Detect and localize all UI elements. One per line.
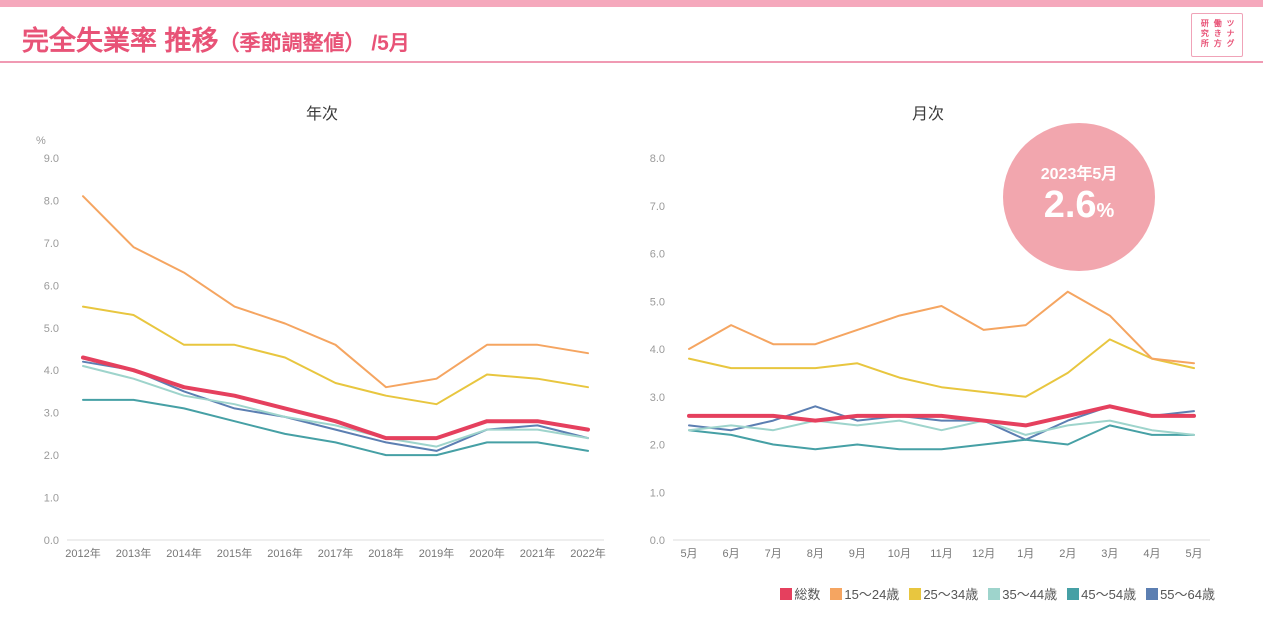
svg-text:12月: 12月 — [972, 548, 995, 560]
svg-text:6月: 6月 — [723, 548, 740, 560]
badge-value: 2.6% — [1003, 184, 1155, 228]
svg-text:8.0: 8.0 — [44, 195, 59, 207]
legend-label: 25〜34歳 — [923, 587, 979, 602]
legend-swatch — [830, 587, 843, 600]
annual-chart-svg: % 0.0 1.0 2.0 3.0 4.0 5.0 6.0 7.0 8.0 9.0 2012年 2013… — [36, 135, 606, 560]
svg-text:1月: 1月 — [1017, 548, 1034, 560]
svg-text:6.0: 6.0 — [44, 280, 59, 292]
svg-text:5.0: 5.0 — [44, 323, 59, 335]
svg-text:6.0: 6.0 — [650, 249, 665, 261]
legend-label: 15〜24歳 — [844, 587, 900, 602]
svg-text:3.0: 3.0 — [44, 408, 59, 420]
svg-text:2021年: 2021年 — [520, 546, 555, 560]
legend-swatch — [909, 587, 922, 600]
svg-text:8月: 8月 — [807, 548, 824, 560]
svg-text:3月: 3月 — [1101, 548, 1118, 560]
svg-text:8.0: 8.0 — [650, 153, 665, 165]
svg-text:3.0: 3.0 — [650, 392, 665, 404]
svg-text:7月: 7月 — [765, 548, 782, 560]
badge-date: 2023年5月 — [1040, 166, 1118, 183]
legend-item: 55〜64歳 — [1146, 584, 1215, 603]
svg-text:11月: 11月 — [930, 548, 952, 560]
svg-text:10月: 10月 — [888, 548, 911, 560]
legend-swatch — [1067, 587, 1080, 600]
svg-text:9月: 9月 — [849, 548, 866, 560]
legend-item: 15〜24歳 — [830, 584, 899, 603]
page-title-main: 完全失業率 推移 — [22, 26, 219, 56]
svg-text:2020年: 2020年 — [469, 546, 504, 560]
monthly-chart-svg: 0.0 1.0 2.0 3.0 4.0 5.0 6.0 7.0 8.0 5月 6月 7月 8月 9月 10月… — [650, 153, 1210, 560]
annual-chart-title: 年次 — [305, 106, 338, 123]
svg-text:2015年: 2015年 — [217, 546, 252, 560]
svg-text:2016年: 2016年 — [267, 546, 302, 560]
legend-swatch — [780, 587, 793, 600]
svg-text:2017年: 2017年 — [318, 546, 353, 560]
legend-label: 総数 — [794, 587, 821, 602]
header-underline — [0, 61, 1263, 63]
monthly-chart: 月次 0.0 1.0 2.0 3.0 4.0 5.0 6.0 7.0 8.0 5月 6月 7月 8月 9月… — [628, 100, 1228, 580]
svg-text:7.0: 7.0 — [650, 201, 665, 213]
monthly-chart-title: 月次 — [911, 106, 944, 123]
logo-line: ツナグ — [1226, 19, 1235, 49]
badge-unit: % — [1096, 200, 1115, 222]
header-accent-bar — [0, 0, 1263, 7]
svg-text:0.0: 0.0 — [650, 535, 665, 547]
legend-label: 55〜64歳 — [1160, 587, 1215, 602]
svg-text:4.0: 4.0 — [44, 365, 59, 377]
badge-number: 2.6 — [1043, 184, 1097, 226]
logo-line: 働き方 — [1213, 19, 1223, 49]
legend-item: 総数 — [780, 584, 820, 603]
annual-chart: 年次 % 0.0 1.0 2.0 3.0 4.0 5.0 6.0 7.0 8.0 9.0 2012年 2… — [22, 100, 622, 580]
legend-swatch — [1146, 587, 1159, 600]
svg-text:0.0: 0.0 — [44, 535, 59, 547]
logo: ツナグ 働き方 研究所 — [1190, 13, 1243, 57]
legend-label: 45〜54歳 — [1081, 587, 1137, 602]
logo-line: 研究所 — [1200, 19, 1210, 49]
svg-text:2012年: 2012年 — [65, 546, 100, 560]
legend-item: 25〜34歳 — [909, 584, 978, 603]
svg-text:2.0: 2.0 — [650, 440, 665, 452]
svg-text:7.0: 7.0 — [44, 238, 59, 250]
latest-value-badge: 2023年5月 2.6% — [1003, 123, 1155, 271]
svg-text:9.0: 9.0 — [44, 153, 59, 165]
svg-text:%: % — [36, 135, 46, 147]
legend-item: 45〜54歳 — [1067, 584, 1136, 603]
page-title-paren: （季節調整値） — [218, 32, 366, 55]
legend-swatch — [988, 587, 1001, 600]
svg-text:1.0: 1.0 — [44, 493, 59, 505]
svg-text:4.0: 4.0 — [650, 344, 665, 356]
svg-text:1.0: 1.0 — [650, 487, 665, 499]
legend-item: 35〜44歳 — [988, 584, 1057, 603]
svg-text:5.0: 5.0 — [650, 296, 665, 308]
legend: 総数 15〜24歳 25〜34歳 35〜44歳 45〜54歳 55〜64歳 — [780, 584, 1215, 603]
svg-text:4月: 4月 — [1143, 548, 1160, 560]
page-title-suffix: /5月 — [365, 32, 410, 55]
legend-label: 35〜44歳 — [1002, 587, 1058, 602]
svg-text:5月: 5月 — [1185, 548, 1202, 560]
svg-text:2019年: 2019年 — [419, 546, 454, 560]
svg-text:2013年: 2013年 — [116, 546, 151, 560]
svg-text:2014年: 2014年 — [166, 546, 201, 560]
page-title: 完全失業率 推移（季節調整値） /5月 — [22, 19, 410, 58]
svg-text:2022年: 2022年 — [570, 546, 605, 560]
svg-text:5月: 5月 — [680, 548, 697, 560]
svg-text:2月: 2月 — [1059, 548, 1076, 560]
svg-text:2.0: 2.0 — [44, 450, 59, 462]
svg-text:2018年: 2018年 — [368, 546, 403, 560]
